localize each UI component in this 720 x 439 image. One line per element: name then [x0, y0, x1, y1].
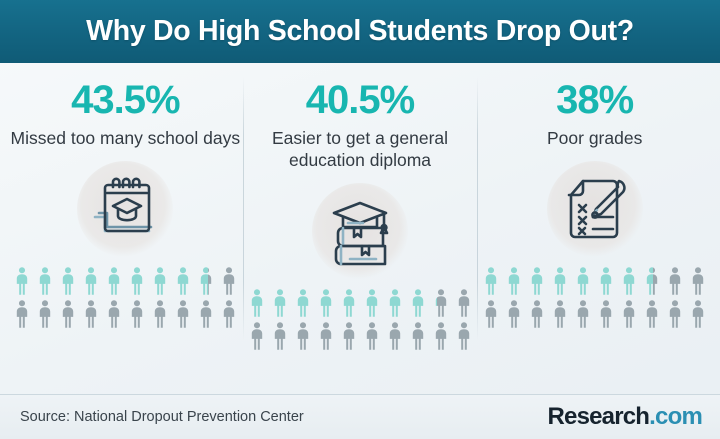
person-pictogram [531, 267, 543, 296]
person-pictogram [177, 267, 189, 296]
calendar-graduation-cap-icon [77, 161, 174, 258]
person-pictogram [669, 300, 681, 329]
person-pictogram [297, 289, 308, 318]
person-pictogram [62, 267, 74, 296]
pictogram-people-group [246, 287, 475, 351]
person-pictogram [16, 267, 28, 296]
person-pictogram [251, 322, 262, 351]
stats-columns: 43.5% Missed too many school days [0, 63, 720, 394]
person-pictogram [435, 289, 446, 318]
person-pictogram [577, 300, 589, 329]
books-graduation-cap-icon [312, 183, 408, 280]
logo-suffix-text: .com [649, 403, 703, 430]
person-pictogram [554, 267, 566, 296]
person-pictogram [485, 267, 497, 296]
person-pictogram [274, 289, 285, 318]
page-title: Why Do High School Students Drop Out? [86, 15, 634, 47]
person-pictogram [508, 300, 520, 329]
footer-bar: Source: National Dropout Prevention Cent… [0, 394, 720, 439]
person-pictogram [131, 267, 143, 296]
test-paper-pen-icon [546, 161, 643, 258]
person-pictogram [458, 322, 469, 351]
stat-label: Easier to get a general education diplom… [271, 128, 449, 171]
person-pictogram [39, 267, 51, 296]
person-pictogram [646, 300, 658, 329]
person-pictogram [600, 300, 612, 329]
person-pictogram [154, 267, 166, 296]
person-pictogram [623, 300, 635, 329]
person-pictogram [297, 322, 308, 351]
person-pictogram [200, 300, 212, 329]
research-com-logo[interactable]: Research.com [548, 403, 703, 431]
person-pictogram [412, 289, 423, 318]
person-pictogram [320, 322, 331, 351]
person-pictogram [16, 300, 28, 329]
person-pictogram [108, 267, 120, 296]
person-pictogram [554, 300, 566, 329]
person-pictogram [623, 267, 635, 296]
person-pictogram [692, 267, 704, 296]
person-pictogram [200, 267, 212, 296]
person-pictogram [458, 289, 469, 318]
person-pictogram [508, 267, 520, 296]
stat-column-poor-grades: 38% Poor grades [477, 73, 712, 394]
person-pictogram [274, 322, 285, 351]
person-pictogram [39, 300, 51, 329]
stat-column-missed-school-days: 43.5% Missed too many school days [8, 73, 243, 394]
person-pictogram [343, 289, 354, 318]
person-pictogram [85, 267, 97, 296]
stat-label: Missed too many school days [10, 128, 241, 149]
pictogram-people-group [11, 265, 240, 329]
person-pictogram [320, 289, 331, 318]
stat-column-general-education-diploma: 40.5% Easier to get a general education … [242, 73, 478, 394]
person-pictogram [389, 289, 400, 318]
stat-label: Poor grades [547, 128, 643, 149]
person-pictogram [366, 322, 377, 351]
person-pictogram [435, 322, 446, 351]
person-pictogram [85, 300, 97, 329]
stat-percent: 38% [556, 78, 634, 122]
logo-primary-text: Research [547, 403, 650, 430]
person-pictogram [600, 267, 612, 296]
stat-percent: 40.5% [305, 78, 415, 122]
person-pictogram [62, 300, 74, 329]
person-pictogram [223, 267, 235, 296]
person-pictogram [366, 289, 377, 318]
person-pictogram [577, 267, 589, 296]
person-pictogram [131, 300, 143, 329]
person-pictogram [154, 300, 166, 329]
person-pictogram [223, 300, 235, 329]
person-pictogram [646, 267, 658, 296]
person-pictogram [692, 300, 704, 329]
person-pictogram [389, 322, 400, 351]
person-pictogram [343, 322, 354, 351]
stat-percent: 43.5% [71, 78, 180, 122]
pictogram-people-group [480, 265, 709, 329]
person-pictogram [177, 300, 189, 329]
person-pictogram [251, 289, 262, 318]
person-pictogram [412, 322, 423, 351]
source-attribution: Source: National Dropout Prevention Cent… [20, 409, 304, 425]
header-bar: Why Do High School Students Drop Out? [0, 0, 720, 63]
person-pictogram [108, 300, 120, 329]
person-pictogram [531, 300, 543, 329]
person-pictogram [485, 300, 497, 329]
person-pictogram [669, 267, 681, 296]
